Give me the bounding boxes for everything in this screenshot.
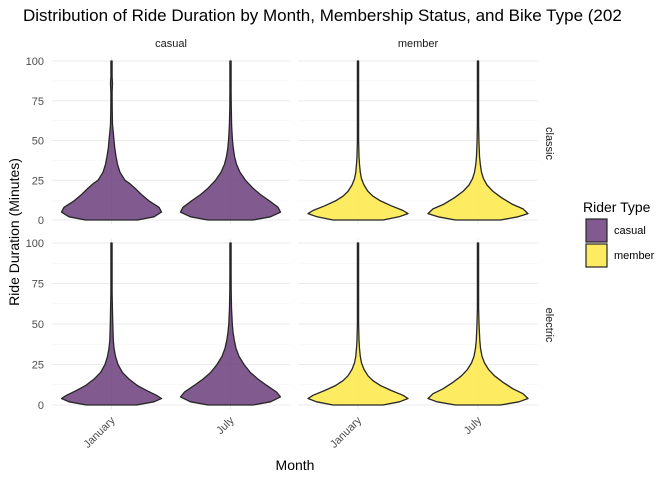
facet-panels: casual member classic electric 0 25 50 75 100 0 25… bbox=[26, 38, 555, 451]
facet-strip-member: member bbox=[398, 38, 439, 50]
y-tick-label: 0 bbox=[38, 400, 44, 412]
y-tick-label: 100 bbox=[26, 238, 44, 250]
violin-casual-classic-July bbox=[179, 60, 282, 221]
y-tick-label: 75 bbox=[32, 96, 44, 108]
facet-strip-classic: classic bbox=[543, 127, 555, 161]
x-tick-label: January bbox=[81, 414, 118, 451]
legend-key-member bbox=[585, 243, 608, 268]
y-tick-label: 75 bbox=[32, 279, 44, 291]
panel-casual-classic: 0 25 50 75 100 bbox=[26, 56, 290, 227]
y-tick-label: 0 bbox=[38, 215, 44, 227]
y-tick-label: 100 bbox=[26, 56, 44, 68]
y-tick-label: 50 bbox=[32, 319, 44, 331]
x-axis-title: Month bbox=[276, 457, 315, 473]
facet-strip-electric: electric bbox=[543, 308, 555, 343]
y-tick-label: 50 bbox=[32, 136, 44, 148]
y-tick-label: 25 bbox=[32, 360, 44, 372]
y-axis-title: Ride Duration (Minutes) bbox=[6, 158, 22, 306]
violin-casual-electric-January bbox=[60, 242, 163, 406]
legend-label-member: member bbox=[614, 250, 655, 262]
x-tick-label: July bbox=[214, 414, 237, 437]
violin-member-electric-January bbox=[307, 242, 409, 406]
y-tick-label: 25 bbox=[32, 175, 44, 187]
panel-member-electric: January July bbox=[298, 239, 538, 451]
violin-casual-electric-July bbox=[179, 242, 282, 406]
panel-casual-electric: 0 25 50 75 100 January July bbox=[26, 238, 290, 451]
violin-member-classic-July bbox=[427, 60, 529, 221]
violin-member-classic-January bbox=[307, 60, 409, 221]
x-tick-label: July bbox=[462, 414, 485, 437]
chart-title: Distribution of Ride Duration by Month, … bbox=[23, 6, 622, 25]
violin-casual-classic-January bbox=[60, 60, 163, 221]
legend-label-casual: casual bbox=[614, 225, 646, 237]
violin-member-electric-July bbox=[427, 242, 529, 406]
x-tick-label: January bbox=[328, 414, 365, 451]
legend-title: Rider Type bbox=[583, 199, 651, 215]
legend-key-casual bbox=[585, 218, 608, 243]
legend: Rider Type casual member bbox=[583, 199, 655, 268]
panel-member-classic bbox=[298, 57, 538, 224]
facet-strip-casual: casual bbox=[155, 38, 187, 50]
